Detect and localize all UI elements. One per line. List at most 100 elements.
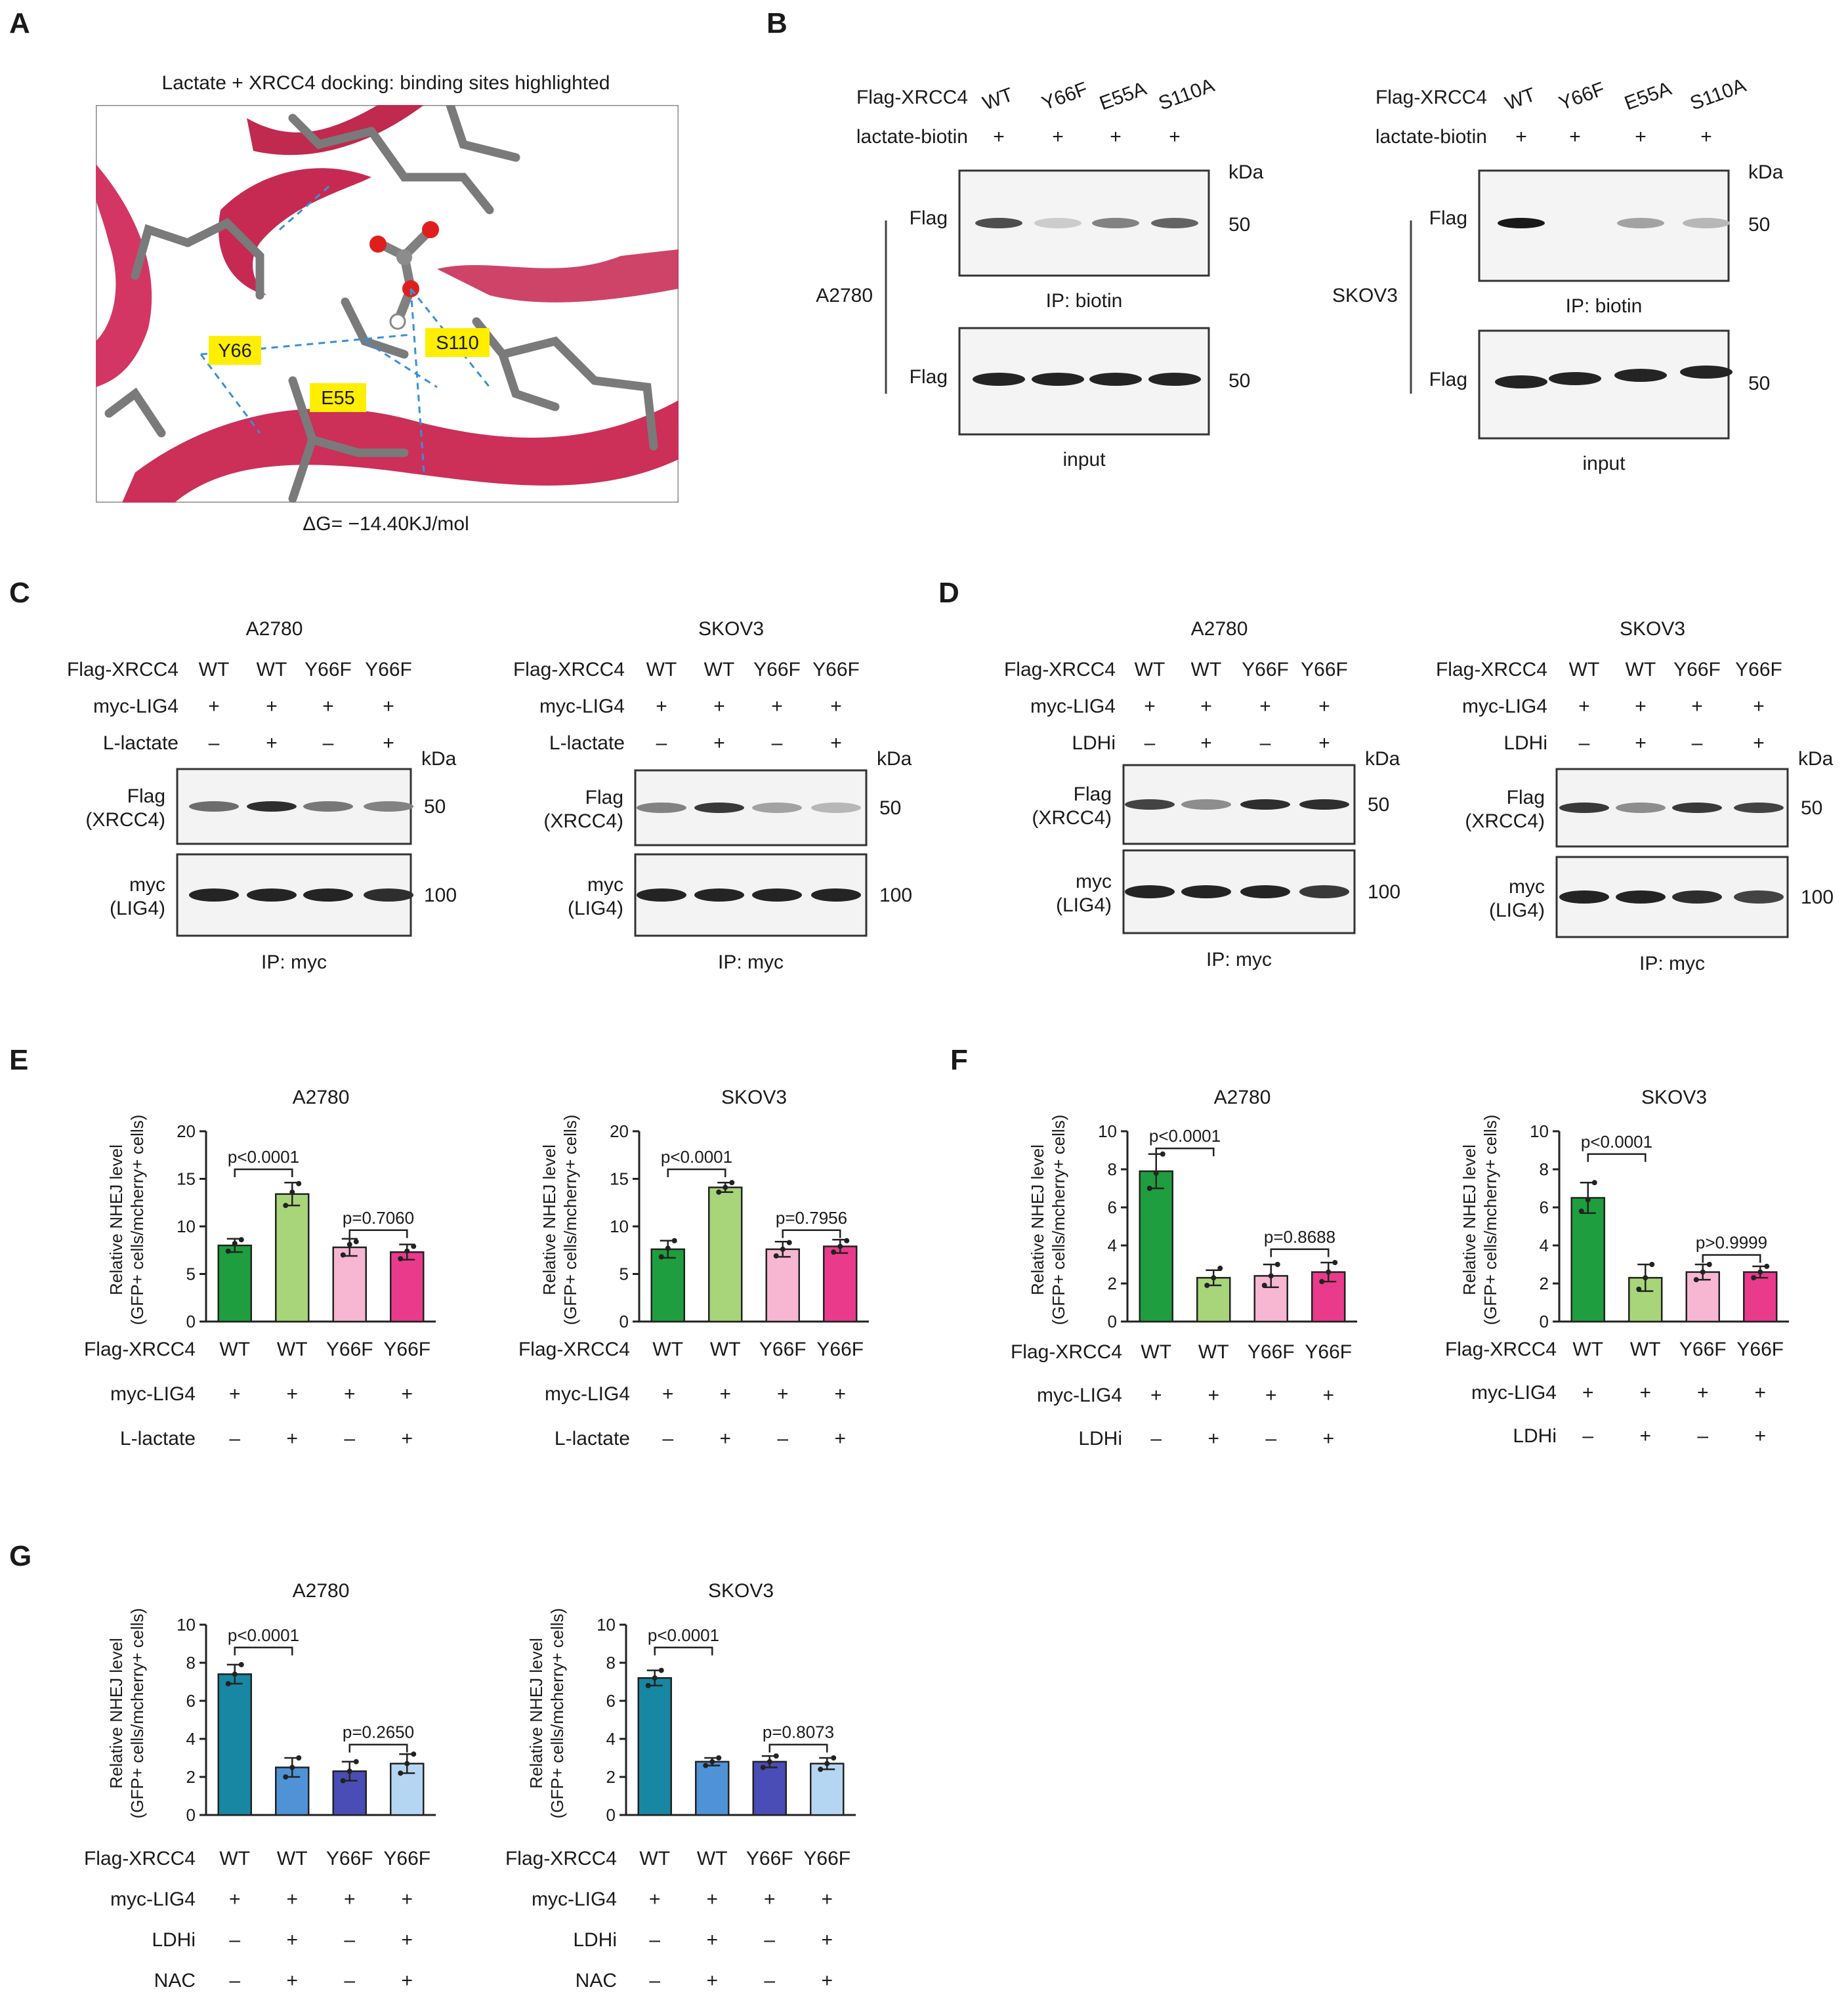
p-value: p=0.7060 [343, 1208, 414, 1228]
condition-row-label: LDHi [1072, 732, 1116, 754]
ribbon-top [247, 105, 424, 156]
bar [650, 1248, 685, 1323]
condition-value: WT [1198, 1341, 1229, 1363]
panel-label-a: A [9, 7, 30, 39]
condition-value: + [1578, 696, 1590, 717]
data-point [1217, 1265, 1223, 1271]
p-value: p<0.0001 [1581, 1132, 1652, 1152]
band-label-myc: myc [1076, 871, 1112, 892]
blot-band [1616, 803, 1666, 813]
mw-marker: 100 [424, 885, 457, 906]
p-value: p<0.0001 [1149, 1126, 1221, 1146]
condition-value: Y66F [816, 1339, 864, 1360]
condition-row-label: Flag-XRCC4 [505, 1848, 617, 1869]
kda-label: kDa [1228, 161, 1264, 183]
mw-marker: 50 [879, 797, 901, 819]
bar-chart-f-skov3: SKOV3 Relative NHEJ level (GFP+ cells/mche… [1445, 1087, 1789, 1447]
condition-row-label: LDHi [1078, 1428, 1122, 1449]
coip-blots-ldhi: A2780 Flag-XRCC4 WT WT Y66F Y66F myc-LIG4 + + + + L… [1004, 618, 1834, 974]
condition-value: Y66F [383, 1339, 430, 1360]
bar [708, 1186, 743, 1323]
data-point [1649, 1262, 1655, 1267]
condition-row-label: Flag-XRCC4 [84, 1339, 196, 1360]
mw-marker: 100 [1801, 886, 1834, 908]
blot-band [811, 803, 861, 813]
significance-bracket [768, 1743, 828, 1753]
y-axis-label-sub: (GFP+ cells/mcherry+ cells) [560, 1115, 580, 1325]
condition-value: + [656, 696, 667, 717]
cell-line-title: SKOV3 [698, 618, 764, 640]
condition-row-label: L-lactate [555, 1428, 630, 1449]
condition-value: + [706, 1970, 718, 1992]
condition-value: + [1639, 1425, 1651, 1447]
condition-row-label: myc-LIG4 [545, 1383, 630, 1405]
significance-bracket [234, 1168, 293, 1177]
condition-row-label: Flag-XRCC4 [513, 659, 625, 680]
condition-value: + [229, 1888, 241, 1910]
lane-sign: + [1569, 126, 1581, 148]
y-tick-label: 20 [177, 1121, 196, 1141]
mw-marker: 100 [1368, 881, 1400, 903]
ip-caption: IP: myc [1206, 949, 1272, 970]
pulldown-blot-skov3: Flag-XRCC4 WT + Y66F + E55A + S110A + lactate-bio… [1332, 75, 1784, 474]
mw-marker: 50 [1228, 370, 1250, 392]
significance-bracket [1702, 1254, 1761, 1263]
condition-value: + [1754, 1425, 1766, 1447]
data-point [1591, 1180, 1597, 1186]
blot-band [1495, 375, 1547, 388]
condition-value: + [1259, 696, 1271, 717]
condition-value: + [713, 696, 725, 717]
condition-value: WT [1141, 1341, 1171, 1363]
bar [752, 1761, 787, 1816]
condition-row-label: Flag-XRCC4 [84, 1848, 196, 1869]
lane-sign: + [1515, 126, 1527, 148]
condition-value: – [344, 1929, 355, 1951]
bar-chart-e-a2780: A2780 Relative NHEJ level (GFP+ cells/mche… [84, 1087, 436, 1449]
condition-value: + [771, 696, 783, 717]
bar [275, 1193, 310, 1323]
condition-row-label: myc-LIG4 [539, 696, 625, 717]
data-point [844, 1238, 850, 1243]
condition-value: WT [710, 1339, 741, 1360]
lane-sign: + [1169, 126, 1181, 148]
data-point [232, 1241, 238, 1247]
data-point [1319, 1279, 1325, 1285]
condition-value: + [719, 1428, 731, 1449]
ip-caption: IP: myc [718, 951, 784, 973]
condition-value: – [764, 1970, 775, 1992]
y-tick-label: 4 [1108, 1236, 1117, 1255]
condition-row-label: L-lactate [549, 732, 625, 754]
condition-row-label: myc-LIG4 [110, 1888, 196, 1910]
panel-label-f: F [950, 1044, 968, 1076]
condition-value: Y66F [1248, 1341, 1295, 1363]
band-label-myc: myc [1509, 876, 1545, 898]
condition-value: + [706, 1888, 718, 1910]
data-point [1706, 1262, 1712, 1267]
condition-value: + [719, 1383, 731, 1405]
condition-value: + [383, 696, 394, 717]
mw-marker: 100 [879, 885, 912, 906]
condition-row-label: myc-LIG4 [532, 1888, 617, 1910]
input-caption: input [1582, 453, 1626, 474]
condition-row-label: LDHi [573, 1929, 617, 1951]
condition-row-label: LDHi [1513, 1425, 1557, 1447]
data-point [340, 1252, 346, 1258]
condition-value: + [834, 1383, 846, 1405]
band-label-xrcc4: (XRCC4) [543, 810, 623, 832]
data-point [786, 1240, 792, 1245]
data-point [1700, 1269, 1706, 1275]
condition-value: Y66F [326, 1848, 373, 1869]
condition-value: – [1265, 1428, 1276, 1449]
y-tick-label: 8 [1108, 1159, 1117, 1179]
mw-marker: 50 [424, 796, 446, 818]
y-tick-label: 5 [620, 1264, 629, 1284]
lane-label: E55A [1097, 77, 1149, 114]
data-point [398, 1256, 404, 1262]
band-label-xrcc4: (XRCC4) [1032, 807, 1112, 829]
condition-value: + [1200, 696, 1212, 717]
blot-band [975, 218, 1022, 228]
data-point [340, 1778, 346, 1783]
kda-label: kDa [877, 748, 912, 770]
condition-value: + [713, 732, 725, 754]
